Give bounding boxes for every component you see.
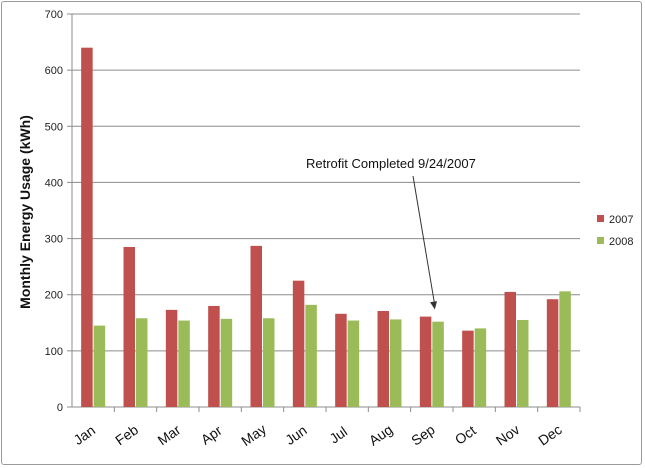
annotation-text: Retrofit Completed 9/24/2007: [306, 156, 476, 171]
legend-swatch-2007: [597, 215, 604, 222]
x-tick-label: Mar: [154, 421, 183, 448]
x-tick-label: Feb: [112, 421, 141, 448]
annotation: Retrofit Completed 9/24/2007: [306, 156, 476, 310]
y-tick-label: 0: [57, 402, 63, 414]
bar-2008-Jan: [93, 325, 106, 407]
bar-2008-Feb: [136, 318, 148, 407]
bar-2007-Apr: [208, 305, 220, 407]
bar-2007-Mar: [165, 309, 178, 407]
x-tick-label: Oct: [452, 422, 479, 448]
bar-2008-Dec: [559, 291, 571, 407]
bar-2008-Jul: [347, 320, 360, 407]
bar-2008-Oct: [474, 328, 487, 407]
bar-2007-Jun: [292, 280, 305, 407]
bar-2008-Apr: [220, 318, 233, 407]
x-axis-labels: Jan Feb Mar Apr May Jun Jul Aug Sep Oct Nov Dec: [70, 407, 581, 449]
legend-label-2008: 2008: [609, 236, 633, 248]
x-tick-label: Apr: [198, 422, 225, 448]
x-tick-label: Aug: [366, 421, 396, 448]
y-tick-label: 100: [45, 346, 63, 358]
y-tick-label: 400: [45, 177, 63, 189]
y-tick-label: 200: [45, 290, 63, 302]
gridlines: [72, 13, 580, 352]
x-tick-label: Nov: [493, 421, 523, 448]
annotation-arrowhead: [430, 301, 437, 310]
bar-2007-Jan: [81, 47, 93, 407]
bar-2008-Jun: [305, 304, 317, 407]
bar-2008-Sep: [432, 321, 444, 407]
bar-2007-Nov: [504, 291, 516, 407]
bar-2008-Aug: [390, 319, 402, 407]
bar-2007-Sep: [419, 316, 432, 407]
bar-2007-Feb: [123, 246, 135, 407]
bars: [81, 47, 571, 407]
x-tick-label: May: [238, 421, 269, 449]
bar-2007-May: [250, 245, 262, 407]
bar-2007-Oct: [462, 330, 474, 407]
legend-swatch-2008: [597, 237, 604, 244]
bar-2008-Mar: [178, 320, 190, 407]
x-tick-label: Jan: [70, 422, 98, 448]
bar-2007-Aug: [377, 310, 389, 407]
x-tick-label: Dec: [535, 421, 565, 448]
x-tick-label: Jul: [326, 423, 350, 446]
y-axis-title: Monthly Energy Usage (kWh): [17, 115, 33, 309]
x-tick-label: Jun: [282, 422, 310, 448]
y-tick-label: 300: [45, 234, 63, 246]
y-tick-label: 700: [45, 9, 63, 21]
y-tick-label: 600: [45, 65, 63, 77]
y-tick-label: 500: [45, 121, 63, 133]
annotation-arrow: [412, 175, 436, 306]
x-tick-label: Sep: [408, 421, 438, 449]
y-axis-ticks: 0 100 200 300 400 500 600 700: [45, 9, 72, 414]
bar-2008-Nov: [517, 319, 529, 407]
legend: 2007 2008: [597, 214, 633, 248]
legend-label-2007: 2007: [609, 214, 633, 226]
bar-2007-Dec: [546, 299, 559, 407]
bar-2008-May: [263, 318, 275, 407]
bar-2007-Jul: [335, 313, 347, 407]
